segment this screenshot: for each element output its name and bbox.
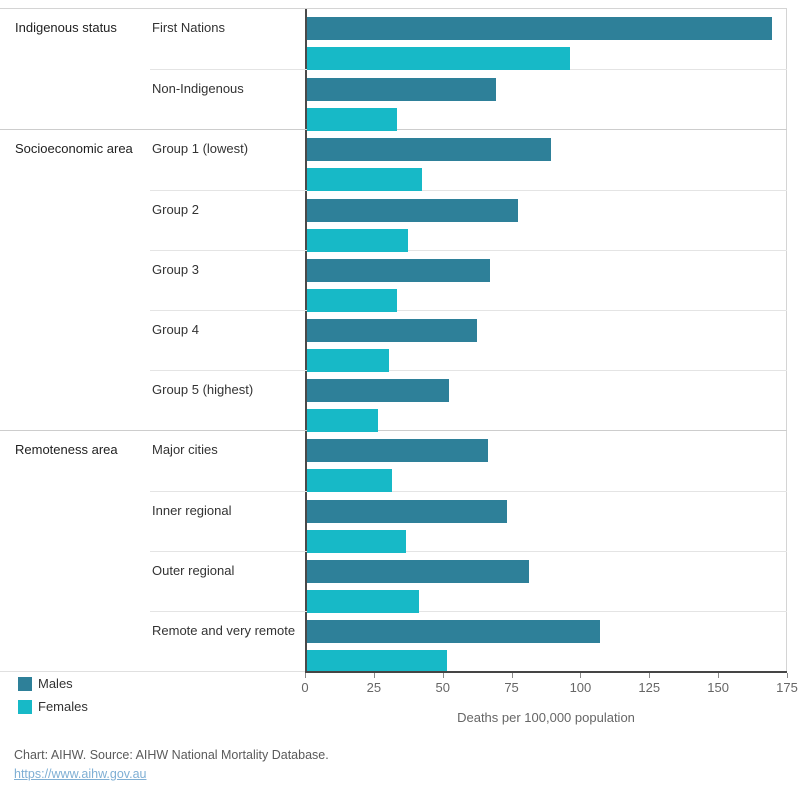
females-bar[interactable] xyxy=(307,530,406,553)
row-label: Group 4 xyxy=(152,322,199,337)
row-label: Major cities xyxy=(152,442,218,457)
axis-left-spacer xyxy=(0,671,305,699)
chart-row: Non-Indigenous xyxy=(150,69,787,131)
females-bar[interactable] xyxy=(307,47,570,70)
row-plot xyxy=(305,311,787,372)
footer: Chart: AIHW. Source: AIHW National Morta… xyxy=(14,746,329,784)
legend-label: Females xyxy=(38,699,88,714)
tick-label: 50 xyxy=(435,680,450,695)
females-bar[interactable] xyxy=(307,650,447,673)
females-bar[interactable] xyxy=(307,590,420,613)
group-label: Socioeconomic area xyxy=(15,141,133,156)
legend-item-males[interactable]: Males xyxy=(18,676,88,691)
females-bar[interactable] xyxy=(307,289,398,312)
tick-label: 75 xyxy=(504,680,519,695)
row-plot xyxy=(305,431,787,492)
x-axis: 0 25 50 75 100 125 150 175 xyxy=(0,671,798,699)
group-socioeconomic-area: Socioeconomic area Group 1 (lowest) Grou… xyxy=(0,129,787,432)
tick-label: 100 xyxy=(569,680,592,695)
chart-row: Outer regional xyxy=(150,551,787,613)
legend-label: Males xyxy=(38,676,73,691)
males-bar[interactable] xyxy=(307,259,491,282)
row-label: Group 3 xyxy=(152,262,199,277)
females-bar[interactable] xyxy=(307,229,409,252)
chart-row: Group 3 xyxy=(150,250,787,312)
x-axis-title: Deaths per 100,000 population xyxy=(457,710,635,725)
row-plot xyxy=(305,371,787,432)
source-link[interactable]: https://www.aihw.gov.au xyxy=(14,766,147,781)
row-label: Group 2 xyxy=(152,202,199,217)
row-label: Outer regional xyxy=(152,563,235,578)
chart-row: Group 1 (lowest) xyxy=(150,130,787,191)
group-label: Remoteness area xyxy=(15,442,118,457)
row-plot xyxy=(305,492,787,553)
males-bar[interactable] xyxy=(307,319,477,342)
females-bar[interactable] xyxy=(307,349,390,372)
chart-row: Group 5 (highest) xyxy=(150,370,787,432)
tick-label: 25 xyxy=(366,680,382,695)
row-plot xyxy=(305,251,787,312)
axis-ticks: 0 25 50 75 100 125 150 175 xyxy=(301,671,798,699)
males-bar[interactable] xyxy=(307,78,496,101)
row-label: Inner regional xyxy=(152,503,232,518)
tick-label: 175 xyxy=(776,680,798,695)
females-bar[interactable] xyxy=(307,469,392,492)
tick-label: 0 xyxy=(301,680,309,695)
chart-row: Inner regional xyxy=(150,491,787,553)
males-swatch-icon xyxy=(18,676,32,691)
males-bar[interactable] xyxy=(307,560,529,583)
chart-row: Group 2 xyxy=(150,190,787,252)
row-label: Group 1 (lowest) xyxy=(152,141,249,156)
tick-label: 125 xyxy=(638,680,661,695)
tick-label: 150 xyxy=(707,680,729,695)
row-label: First Nations xyxy=(152,20,225,35)
males-bar[interactable] xyxy=(307,439,488,462)
chart-row: First Nations xyxy=(150,9,787,70)
males-bar[interactable] xyxy=(307,199,518,222)
females-bar[interactable] xyxy=(307,108,398,131)
chart-row: Group 4 xyxy=(150,310,787,372)
group-label: Indigenous status xyxy=(15,20,117,35)
males-bar[interactable] xyxy=(307,620,600,643)
row-plot xyxy=(305,70,787,131)
females-bar[interactable] xyxy=(307,409,379,432)
row-label: Remote and very remote xyxy=(152,623,296,638)
chart-row: Major cities xyxy=(150,431,787,492)
females-bar[interactable] xyxy=(307,168,422,191)
row-plot xyxy=(305,552,787,613)
row-plot xyxy=(305,191,787,252)
row-label: Non-Indigenous xyxy=(152,81,244,96)
chart-row: Remote and very remote xyxy=(150,611,787,673)
females-swatch-icon xyxy=(18,699,32,714)
legend-item-females[interactable]: Females xyxy=(18,699,88,714)
group-indigenous-status: Indigenous status First Nations Non-Indi… xyxy=(0,9,787,131)
row-plot xyxy=(305,612,787,673)
bar-chart: Indigenous status First Nations Non-Indi… xyxy=(0,8,798,699)
row-label: Group 5 (highest) xyxy=(152,382,254,397)
males-bar[interactable] xyxy=(307,500,507,523)
group-remoteness-area: Remoteness area Major cities Inner regio… xyxy=(0,430,787,673)
row-plot xyxy=(305,130,787,191)
row-plot xyxy=(305,9,787,70)
males-bar[interactable] xyxy=(307,138,551,161)
chart-body: Indigenous status First Nations Non-Indi… xyxy=(0,8,787,673)
source-credit: Chart: AIHW. Source: AIHW National Morta… xyxy=(14,748,329,762)
legend: Males Females xyxy=(18,676,88,722)
males-bar[interactable] xyxy=(307,17,773,40)
males-bar[interactable] xyxy=(307,379,450,402)
